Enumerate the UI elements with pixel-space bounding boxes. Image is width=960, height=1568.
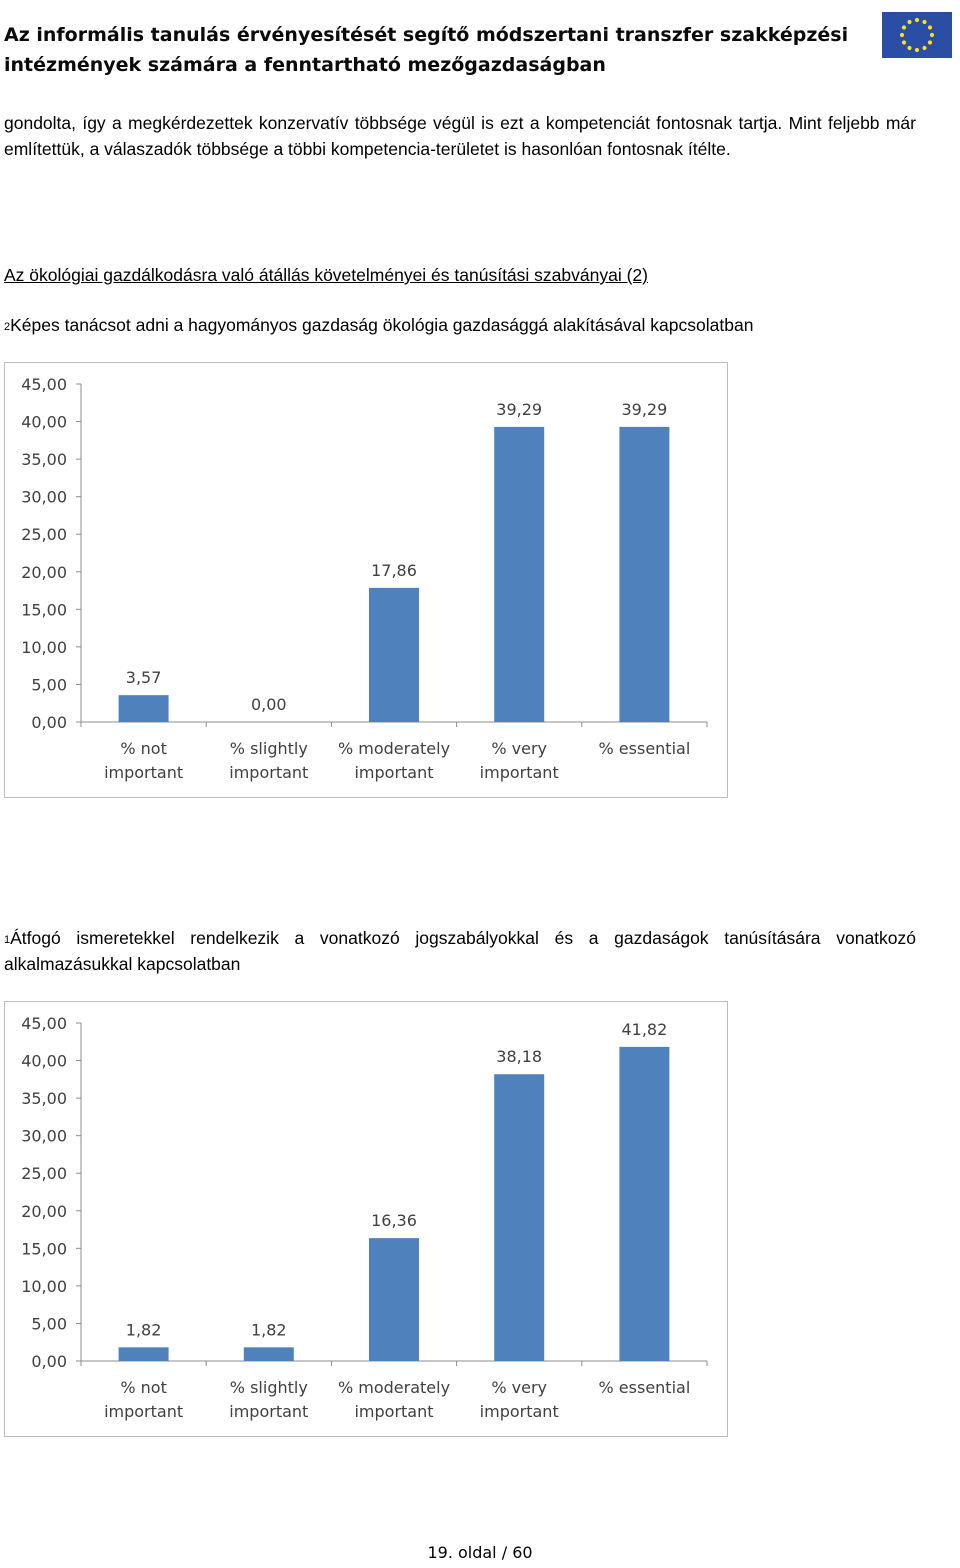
bar (369, 1238, 419, 1361)
bar (243, 1347, 294, 1361)
bar (619, 1046, 670, 1361)
y-tick-label: 10,00 (21, 1277, 67, 1296)
x-category-label: % slightly (230, 1378, 308, 1397)
eu-star (922, 45, 927, 51)
bar-value-label: 0,00 (251, 695, 287, 714)
chart-question-2: 0,00 5,00 10,00 15,00 20,00 25,00 30,00 35,00 40… (4, 362, 728, 798)
y-tick-label: 0,00 (31, 1352, 67, 1371)
y-tick-label: 15,00 (21, 1239, 67, 1258)
y-tick-label: 10,00 (21, 638, 67, 657)
x-category-label: important (354, 1402, 433, 1421)
eu-star (914, 47, 920, 53)
header-title-line1: Az informális tanulás érvényesítését seg… (4, 24, 849, 46)
bar-value-label: 16,36 (371, 1211, 417, 1230)
x-category-label: % very (491, 1378, 547, 1397)
x-category-label: % very (491, 739, 547, 758)
y-tick-label: 45,00 (21, 1014, 67, 1033)
bar (494, 1074, 545, 1361)
y-tick-label: 25,00 (21, 525, 67, 544)
y-tick-label: 35,00 (21, 450, 67, 469)
question-2: 2Képes tanácsot adni a hagyományos gazda… (4, 312, 916, 338)
bar (369, 587, 419, 722)
chart-question-1: 0,00 5,00 10,00 15,00 20,00 25,00 30,00 35,00 40… (4, 1001, 728, 1437)
document-header-title: Az informális tanulás érvényesítését seg… (4, 20, 864, 80)
y-tick-label: 15,00 (21, 600, 67, 619)
bar (494, 426, 545, 722)
question-1-line2: alkalmazásukkal kapcsolatban (4, 954, 241, 974)
y-tick-label: 30,00 (21, 1127, 67, 1146)
x-category-label: % moderately (338, 1378, 450, 1397)
question-1: 1Átfogó ismeretekkel rendelkezik a vonat… (4, 925, 916, 977)
question-1-line1: 1Átfogó ismeretekkel rendelkezik a vonat… (4, 925, 916, 951)
question-1-text: Átfogó ismeretekkel rendelkezik a vonatk… (10, 928, 916, 948)
question-2-text: Képes tanácsot adni a hagyományos gazdas… (10, 315, 754, 335)
x-category-label: % essential (599, 1378, 691, 1397)
x-category-label: % not (120, 1378, 167, 1397)
y-tick-label: 40,00 (21, 1052, 67, 1071)
x-category-label: important (229, 763, 308, 782)
eu-star (927, 40, 933, 45)
y-tick-label: 20,00 (21, 563, 67, 582)
bar-value-label: 41,82 (621, 1020, 667, 1039)
x-category-label: % essential (599, 739, 691, 758)
eu-flag-icon (882, 12, 952, 58)
eu-star (922, 19, 927, 25)
bar-chart-question-2: 0,00 5,00 10,00 15,00 20,00 25,00 30,00 35,00 40… (21, 375, 708, 782)
y-tick-label: 0,00 (31, 713, 67, 732)
y-tick-label: 5,00 (31, 675, 67, 694)
y-tick-label: 5,00 (31, 1314, 67, 1333)
bar-chart-question-1: 0,00 5,00 10,00 15,00 20,00 25,00 30,00 35,00 40… (21, 1014, 708, 1421)
x-category-label: important (104, 763, 183, 782)
eu-star (927, 25, 933, 30)
page-number: 19. oldal / 60 (427, 1543, 533, 1562)
y-tick-label: 30,00 (21, 488, 67, 507)
y-tick-label: 40,00 (21, 413, 67, 432)
bar-value-label: 39,29 (496, 400, 542, 419)
eu-star (901, 25, 907, 30)
y-tick-label: 35,00 (21, 1089, 67, 1108)
y-tick-label: 20,00 (21, 1202, 67, 1221)
eu-star (899, 32, 905, 38)
bar-value-label: 3,57 (126, 668, 162, 687)
paragraph-intro: gondolta, így a megkérdezettek konzervat… (4, 113, 916, 159)
bar-value-label: 38,18 (496, 1047, 542, 1066)
x-category-label: important (104, 1402, 183, 1421)
question-1-number: 1 (4, 934, 11, 946)
eu-star (901, 40, 907, 45)
eu-star (907, 45, 912, 51)
question-2-number: 2 (4, 321, 11, 333)
eu-star (929, 32, 935, 38)
x-category-label: important (354, 763, 433, 782)
y-tick-label: 25,00 (21, 1164, 67, 1183)
x-category-label: % not (120, 739, 167, 758)
bar-value-label: 39,29 (621, 400, 667, 419)
eu-star (907, 19, 912, 25)
eu-star (914, 17, 920, 23)
bar (118, 695, 169, 722)
section-heading: Az ökológiai gazdálkodásra való átállás … (4, 265, 648, 285)
x-category-label: important (229, 1402, 308, 1421)
header-title-line2: intézmények számára a fenntartható mezőg… (4, 54, 606, 76)
bar-value-label: 1,82 (126, 1320, 162, 1339)
y-tick-label: 45,00 (21, 375, 67, 394)
x-category-label: important (480, 1402, 559, 1421)
x-category-label: % slightly (230, 739, 308, 758)
bar-value-label: 1,82 (251, 1320, 287, 1339)
bar (118, 1347, 169, 1361)
bar (619, 426, 670, 722)
x-category-label: important (480, 763, 559, 782)
bar-value-label: 17,86 (371, 561, 417, 580)
x-category-label: % moderately (338, 739, 450, 758)
